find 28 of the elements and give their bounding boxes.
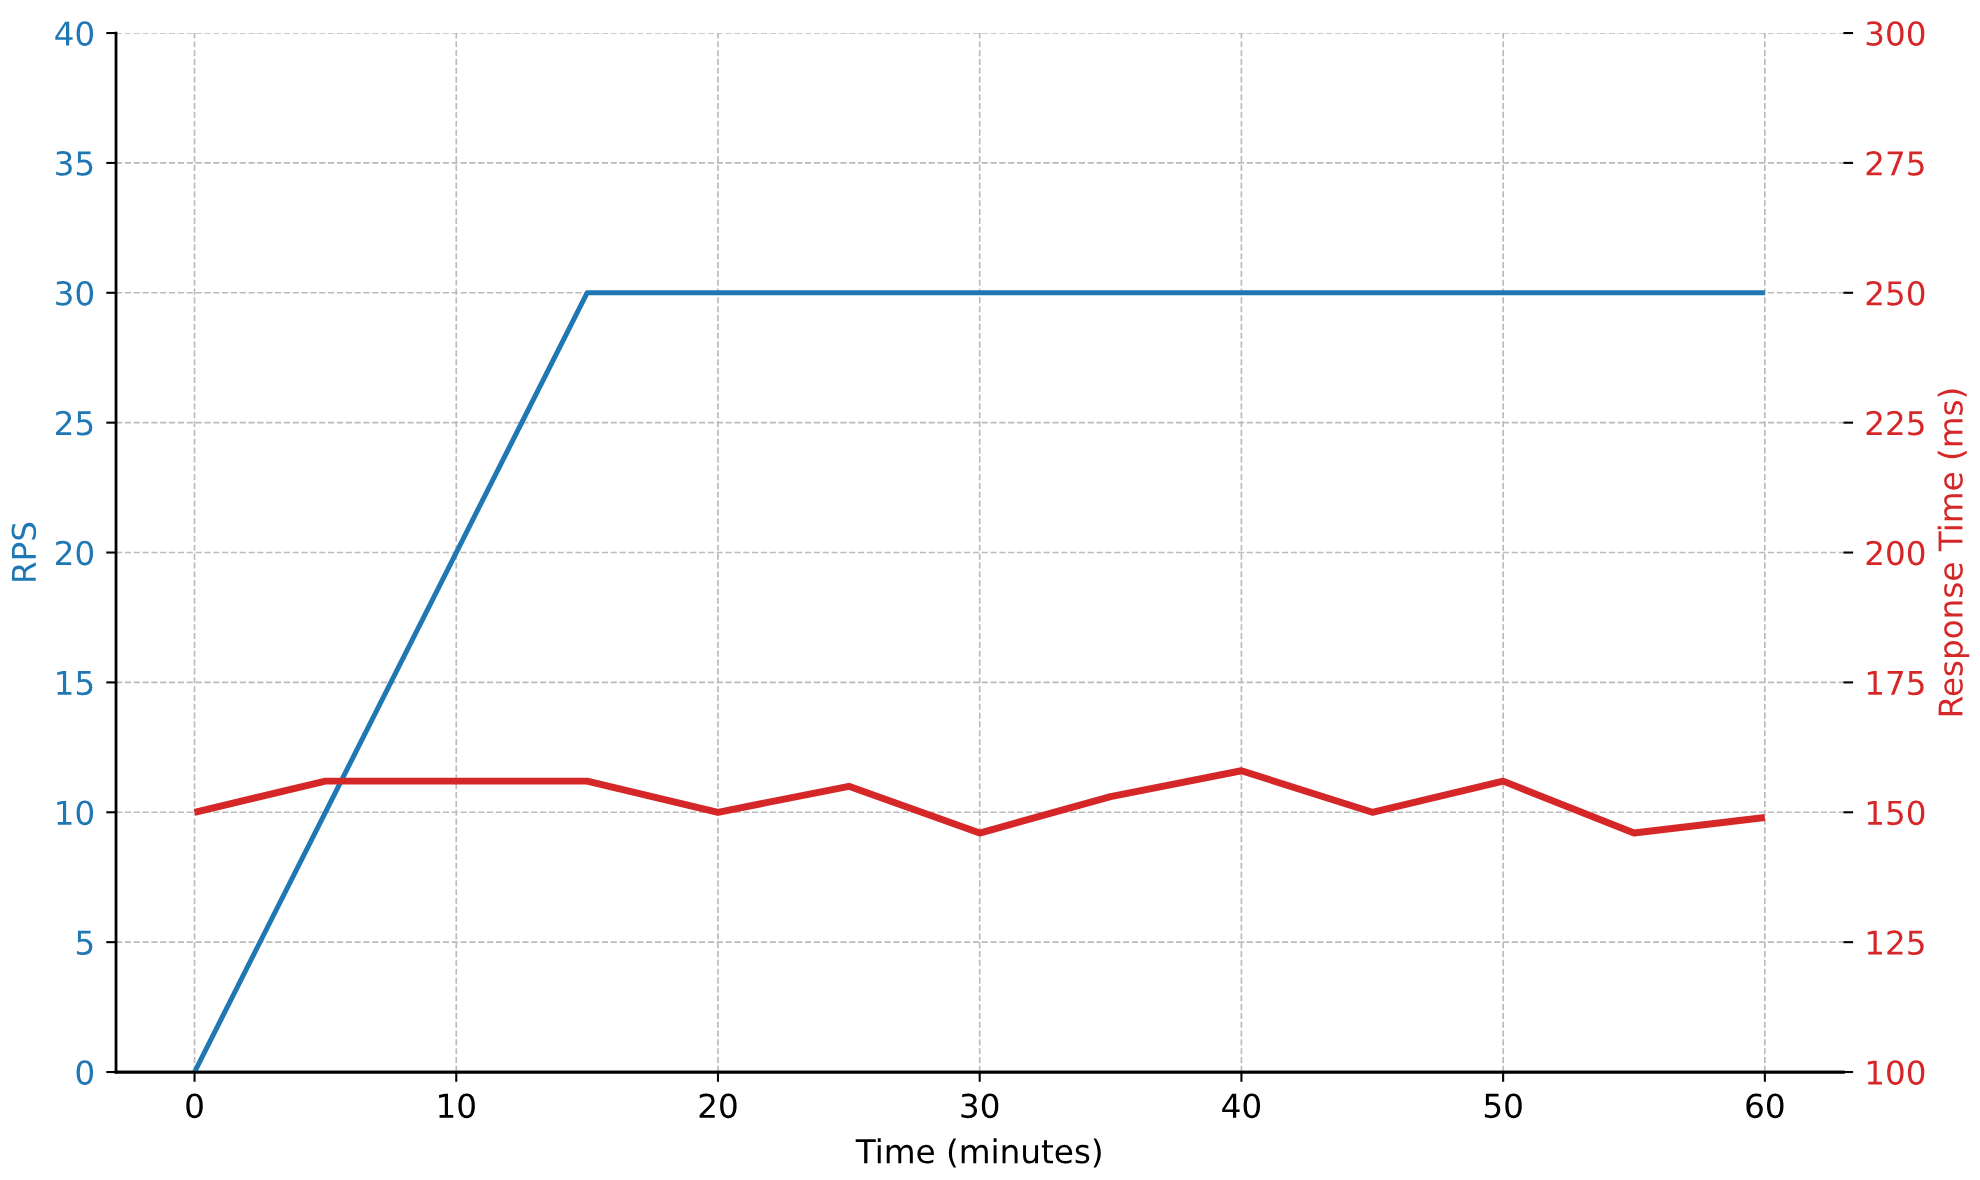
y2-tick-label: 175 bbox=[1867, 671, 1924, 696]
x-tick-label: 10 bbox=[439, 1093, 475, 1119]
x-axis-title: Time (minutes) bbox=[855, 1138, 1101, 1168]
y2-tick-label: 300 bbox=[1866, 21, 1925, 46]
y-tick-label: 15 bbox=[57, 671, 93, 696]
y-tick-label: 40 bbox=[55, 21, 94, 46]
y2-tick-label: 275 bbox=[1866, 151, 1924, 176]
y2-tick-label: 100 bbox=[1867, 1060, 1925, 1085]
x-tick-label: 50 bbox=[1484, 1093, 1522, 1119]
y-tick-label: 30 bbox=[56, 280, 94, 306]
y2-tick-label: 150 bbox=[1867, 800, 1925, 826]
y-tick-label: 20 bbox=[56, 540, 94, 566]
y2-tick-label: 250 bbox=[1866, 280, 1925, 306]
y-tick-label: 5 bbox=[76, 930, 93, 956]
y-tick-label: 10 bbox=[57, 800, 94, 826]
y-tick-label: 35 bbox=[56, 151, 93, 176]
y2-tick-label: 200 bbox=[1866, 540, 1925, 566]
y2-axis-title: Response Time (ms) bbox=[1937, 389, 1970, 716]
x-tick-label: 20 bbox=[699, 1093, 737, 1119]
y-tick-label: 25 bbox=[56, 410, 93, 436]
y2-tick-label: 225 bbox=[1866, 410, 1924, 436]
x-tick-label: 40 bbox=[1222, 1093, 1261, 1119]
y2-tick-label: 125 bbox=[1867, 930, 1924, 956]
x-tick-label: 0 bbox=[186, 1093, 203, 1119]
y-tick-label: 0 bbox=[76, 1060, 94, 1085]
x-tick-label: 60 bbox=[1746, 1093, 1784, 1119]
y-axis-title: RPS bbox=[11, 522, 37, 581]
x-tick-label: 30 bbox=[961, 1093, 999, 1119]
